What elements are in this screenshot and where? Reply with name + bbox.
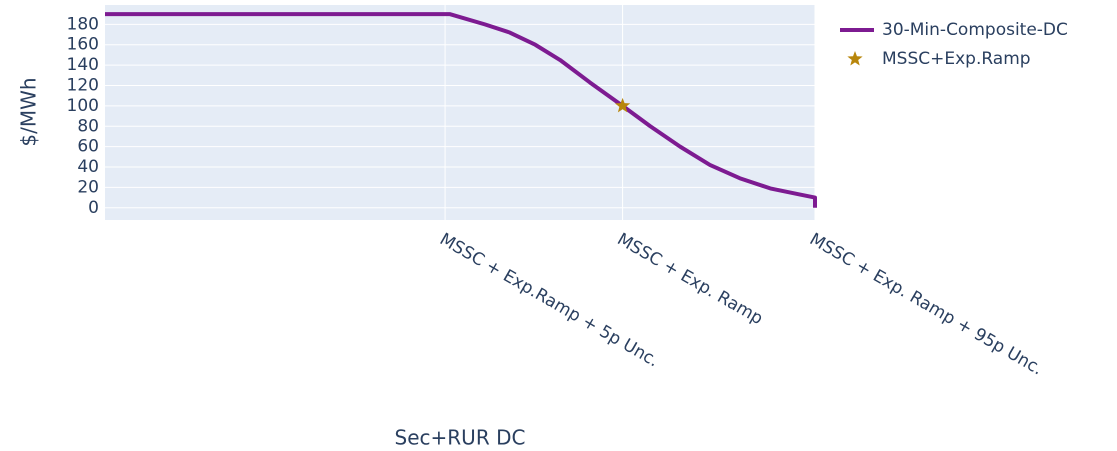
legend-star — [847, 51, 863, 66]
line-series — [105, 12, 817, 208]
x-axis-title: Sec+RUR DC — [395, 426, 526, 450]
plot-area — [105, 5, 815, 220]
x-tick-label: MSSC + Exp. Ramp + 95p Unc. — [806, 229, 1046, 379]
y-tick-label: 180 — [67, 14, 99, 34]
y-tick-label: 140 — [67, 55, 99, 75]
y-tick-label: 20 — [77, 177, 99, 197]
y-tick-label: 160 — [67, 35, 99, 55]
x-tick-label: MSSC + Exp. Ramp — [614, 229, 767, 329]
y-tick-label: 100 — [67, 96, 99, 116]
star-marker — [614, 97, 631, 113]
y-tick-label: 80 — [77, 116, 99, 136]
y-axis-title: $/MWh — [17, 77, 41, 146]
y-tick-label: 120 — [67, 75, 99, 95]
y-tick-label: 60 — [77, 137, 99, 157]
legend-label: MSSC+Exp.Ramp — [882, 49, 1031, 69]
legend-label: 30-Min-Composite-DC — [882, 20, 1068, 40]
y-tick-label: 40 — [77, 157, 99, 177]
y-tick-label: 0 — [88, 198, 99, 218]
